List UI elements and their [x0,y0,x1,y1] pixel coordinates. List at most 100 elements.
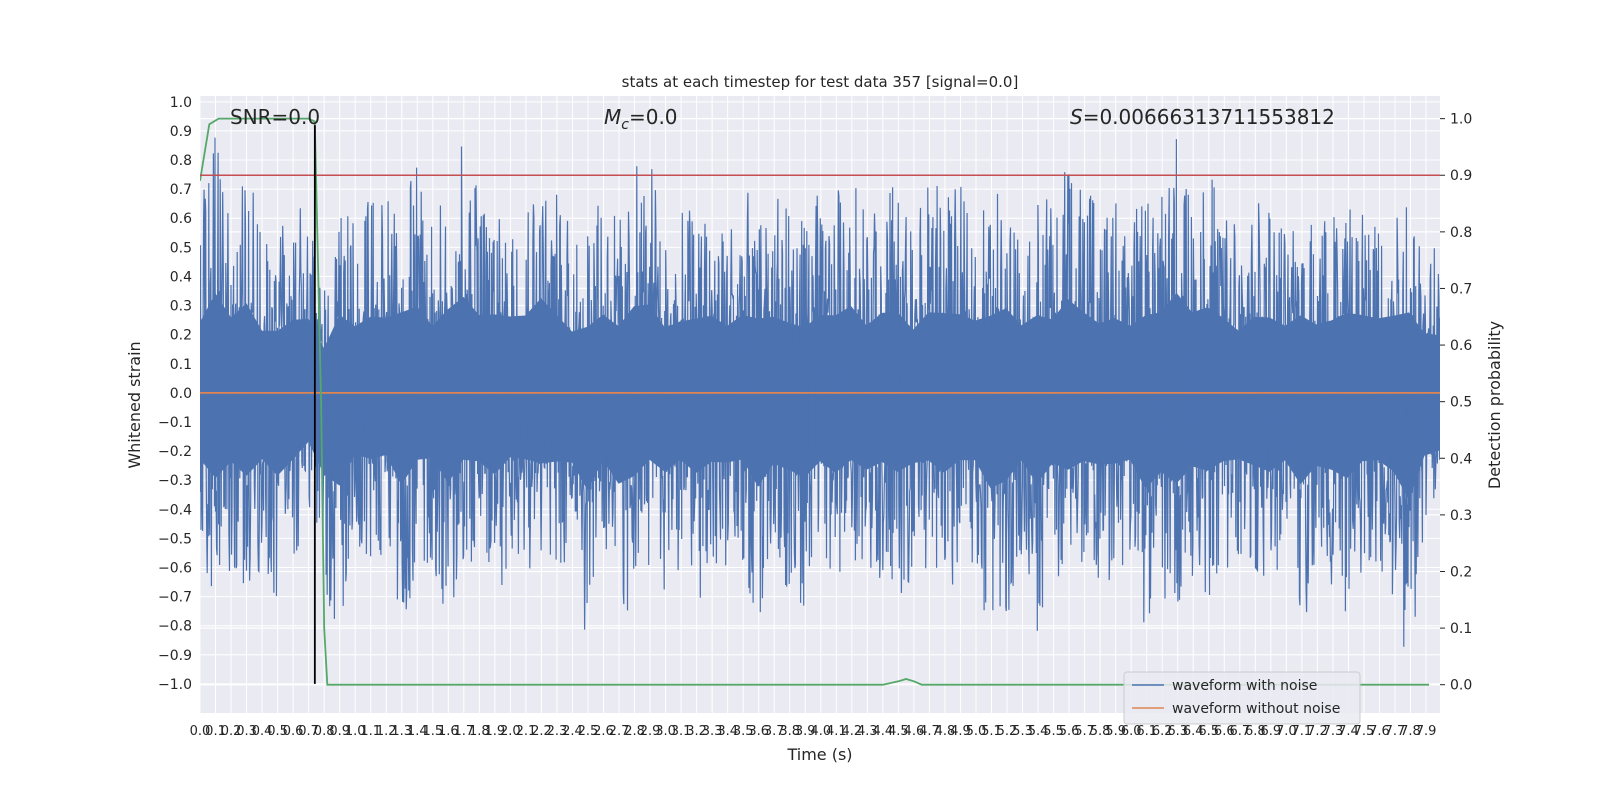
x-tick-label: 1.2 [376,724,397,739]
x-tick-label: 5.1 [981,724,1002,739]
x-tick-label: 1.0 [345,724,366,739]
series-waveform-with-noise [200,137,1440,647]
y-tick-label: 0.9 [170,124,192,140]
y-tick-label: 0.2 [170,328,192,344]
x-tick-label: 5.5 [1043,724,1064,739]
y2-tick-label: 0.7 [1450,281,1472,297]
x-tick-label: 1.3 [391,724,412,739]
x-tick-label: 2.8 [624,724,645,739]
y2-tick-label: 0.0 [1450,678,1472,694]
x-tick-label: 6.5 [1198,724,1219,739]
y2-tick-labels: 0.0 0.1 0.2 0.3 0.4 0.5 0.6 0.7 0.8 0.9 1.0 [1440,112,1472,694]
y-tick-label: −0.8 [158,619,192,635]
x-tick-label: 7.4 [1338,724,1359,739]
y-tick-label: 1.0 [170,95,192,111]
mc-value: =0.0 [629,105,678,129]
x-tick-label: 5.2 [997,724,1018,739]
x-tick-label: 4.1 [826,724,847,739]
x-tick-label: 4.2 [841,724,862,739]
x-tick-label: 7.8 [1400,724,1421,739]
x-tick-label: 2.7 [609,724,630,739]
y-tick-label: 0.8 [170,153,192,169]
x-tick-label: 0.8 [314,724,335,739]
x-tick-label: 2.3 [547,724,568,739]
y-tick-label: 0.6 [170,211,192,227]
x-tick-label: 2.5 [578,724,599,739]
x-tick-label: 2.2 [531,724,552,739]
s-value: =0.00666313711553812 [1083,105,1335,129]
x-tick-label: 7.3 [1323,724,1344,739]
x-tick-label: 3.5 [733,724,754,739]
y-tick-labels: −1.0 −0.9 −0.8 −0.7 −0.6 −0.5 −0.4 −0.3 −0.2 −0.1… [158,95,192,693]
legend-label-without-noise: waveform without noise [1172,701,1340,717]
x-tick-label: 3.9 [795,724,816,739]
x-tick-label: 2.6 [593,724,614,739]
x-tick-label: 6.3 [1167,724,1188,739]
y2-tick-label: 0.2 [1450,564,1472,580]
x-tick-label: 2.0 [500,724,521,739]
y2-axis-label: Detection probability [1485,321,1504,489]
x-tick-label: 0.2 [221,724,242,739]
y-tick-label: −0.4 [158,502,192,518]
x-tick-label: 1.9 [485,724,506,739]
x-tick-label: 0.7 [298,724,319,739]
mc-annotation: Mc=0.0 [604,105,678,133]
y-tick-label: −0.1 [158,415,192,431]
x-tick-label: 3.6 [748,724,769,739]
x-tick-label: 7.6 [1369,724,1390,739]
x-tick-label: 1.1 [360,724,381,739]
x-tick-label: 2.4 [562,724,583,739]
x-tick-label: 7.1 [1292,724,1313,739]
chart-title: stats at each timestep for test data 357… [622,73,1019,91]
x-tick-label: 5.8 [1090,724,1111,739]
x-tick-label: 6.6 [1214,724,1235,739]
y-tick-label: −0.6 [158,560,192,576]
mc-subscript: c [621,117,629,133]
x-tick-label: 6.2 [1152,724,1173,739]
x-tick-label: 2.9 [640,724,661,739]
detection-probability-line [200,117,1430,686]
x-tick-label: 1.8 [469,724,490,739]
x-tick-label: 7.9 [1416,724,1437,739]
x-tick-label: 5.7 [1074,724,1095,739]
waveform-with-noise-line [200,137,1440,647]
x-tick-label: 6.8 [1245,724,1266,739]
y-tick-label: 0.7 [170,182,192,198]
y-tick-label: 0.4 [170,269,192,285]
legend-box [1123,671,1361,725]
y-tick-label: 0.3 [170,299,192,315]
mc-symbol: M [604,105,621,129]
x-tick-label: 0.1 [205,724,226,739]
x-axis-label: Time (s) [786,745,852,764]
y-tick-label: −1.0 [158,677,192,693]
series-detection-probability [200,117,1430,686]
x-tick-label: 4.3 [857,724,878,739]
legend: waveform with noise waveform without noi… [1123,671,1361,725]
y-axis-label: Whitened strain [125,341,144,468]
y-tick-label: −0.5 [158,531,192,547]
y-tick-label: −0.7 [158,590,192,606]
x-tick-label: 6.0 [1121,724,1142,739]
x-tick-label: 3.1 [671,724,692,739]
x-tick-label: 4.6 [904,724,925,739]
x-tick-label: 5.4 [1028,724,1049,739]
x-tick-label: 0.4 [252,724,273,739]
x-tick-label: 7.5 [1354,724,1375,739]
x-tick-label: 4.8 [935,724,956,739]
x-tick-label: 4.4 [873,724,894,739]
x-tick-label: 7.2 [1307,724,1328,739]
x-tick-label: 3.4 [717,724,738,739]
y2-tick-label: 0.9 [1450,168,1472,184]
x-tick-label: 6.4 [1183,724,1204,739]
x-tick-label: 6.1 [1136,724,1157,739]
s-symbol: S [1070,105,1083,129]
y-tick-label: 0.0 [170,386,192,402]
snr-annotation: SNR=0.0 [230,105,320,129]
x-tick-label: 1.7 [453,724,474,739]
x-tick-labels: 0.00.10.20.30.40.50.60.70.80.91.01.11.21… [190,724,1437,739]
y-tick-label: −0.2 [158,444,192,460]
x-tick-label: 5.3 [1012,724,1033,739]
x-tick-label: 0.6 [283,724,304,739]
x-tick-label: 1.5 [422,724,443,739]
y2-tick-label: 0.3 [1450,508,1472,524]
